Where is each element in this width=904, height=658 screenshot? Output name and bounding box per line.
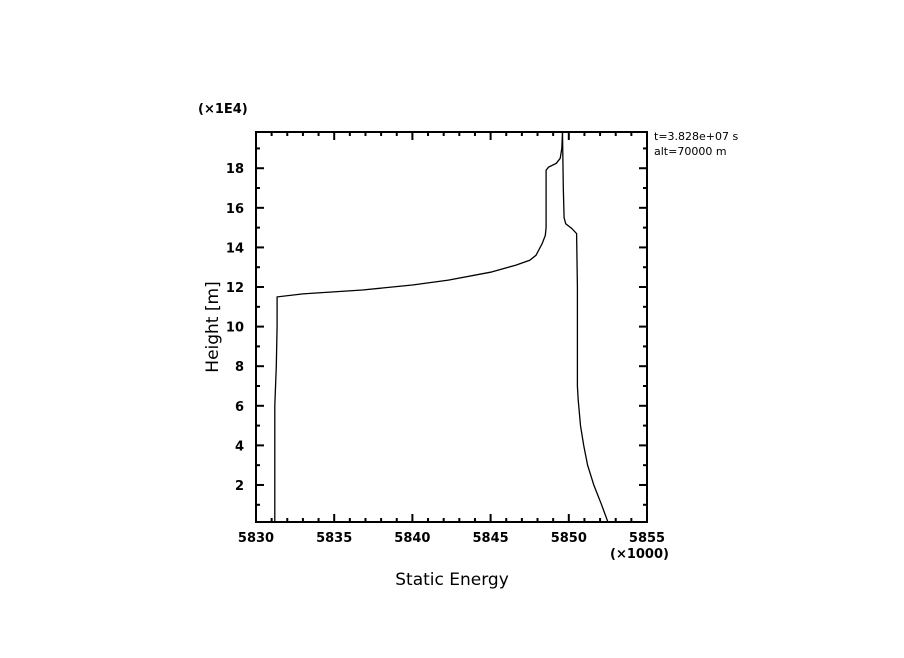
y-tick-label: 4 bbox=[235, 439, 244, 454]
x-tick-label: 5830 bbox=[238, 531, 274, 546]
axis-ticks bbox=[255, 132, 648, 522]
annotation-time: t=3.828e+07 s bbox=[654, 130, 738, 143]
x-tick-label: 5840 bbox=[394, 531, 430, 546]
y-tick-label: 6 bbox=[235, 400, 244, 415]
x-tick-label: 5835 bbox=[316, 531, 352, 546]
series-line-2 bbox=[561, 131, 609, 523]
annotation-altitude: alt=70000 m bbox=[654, 145, 727, 158]
y-tick-label: 8 bbox=[235, 360, 244, 375]
y-tick-label: 16 bbox=[226, 202, 244, 217]
y-tick-label: 12 bbox=[226, 281, 244, 296]
y-multiplier: (×1E4) bbox=[198, 102, 248, 117]
series-line-1 bbox=[274, 131, 564, 522]
y-tick-labels: 2 4 6 8 10 12 14 16 18 bbox=[226, 162, 244, 494]
data-lines bbox=[274, 131, 609, 523]
y-tick-label: 10 bbox=[226, 321, 244, 336]
x-tick-label: 5845 bbox=[473, 531, 509, 546]
y-tick-label: 2 bbox=[235, 479, 244, 494]
y-tick-label: 14 bbox=[226, 241, 244, 256]
plot-frame bbox=[255, 131, 648, 523]
x-multiplier: (×1000) bbox=[610, 547, 669, 562]
x-tick-label: 5855 bbox=[629, 531, 665, 546]
y-tick-label: 18 bbox=[226, 162, 244, 177]
x-tick-labels: 5830 5835 5840 5845 5850 5855 bbox=[238, 531, 665, 546]
x-tick-label: 5850 bbox=[551, 531, 587, 546]
y-axis-label: Height [m] bbox=[203, 281, 223, 372]
x-axis-label: Static Energy bbox=[395, 570, 509, 590]
